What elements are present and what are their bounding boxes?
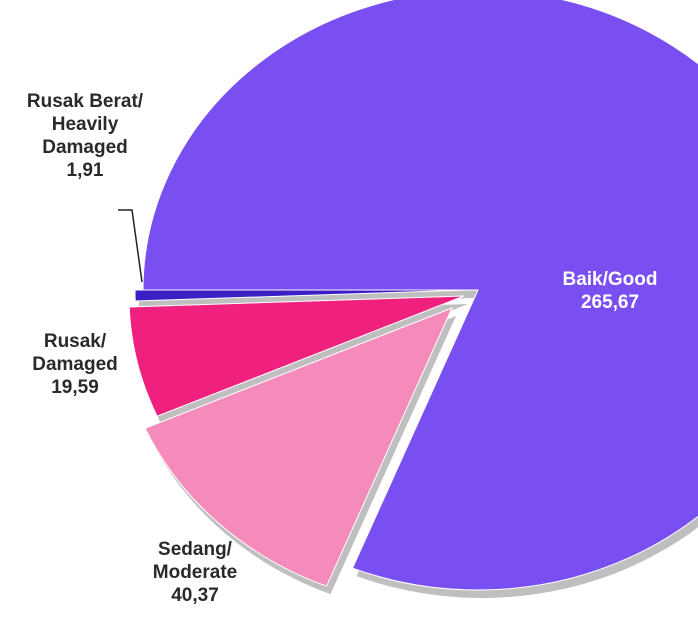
value-label: 40,37 bbox=[130, 584, 260, 607]
value-label: 1,91 bbox=[0, 159, 170, 182]
category-label: Sedang/ Moderate bbox=[130, 538, 260, 584]
value-label: 265,67 bbox=[520, 291, 698, 314]
value-label: 19,59 bbox=[0, 376, 150, 399]
category-label: Rusak Berat/ Heavily Damaged bbox=[0, 90, 170, 159]
category-label: Rusak/ Damaged bbox=[0, 330, 150, 376]
leader-line bbox=[118, 210, 142, 282]
category-label: Baik/Good bbox=[520, 268, 698, 291]
page: Baik/Good265,67 Rusak Berat/ Heavily Dama… bbox=[0, 0, 698, 627]
